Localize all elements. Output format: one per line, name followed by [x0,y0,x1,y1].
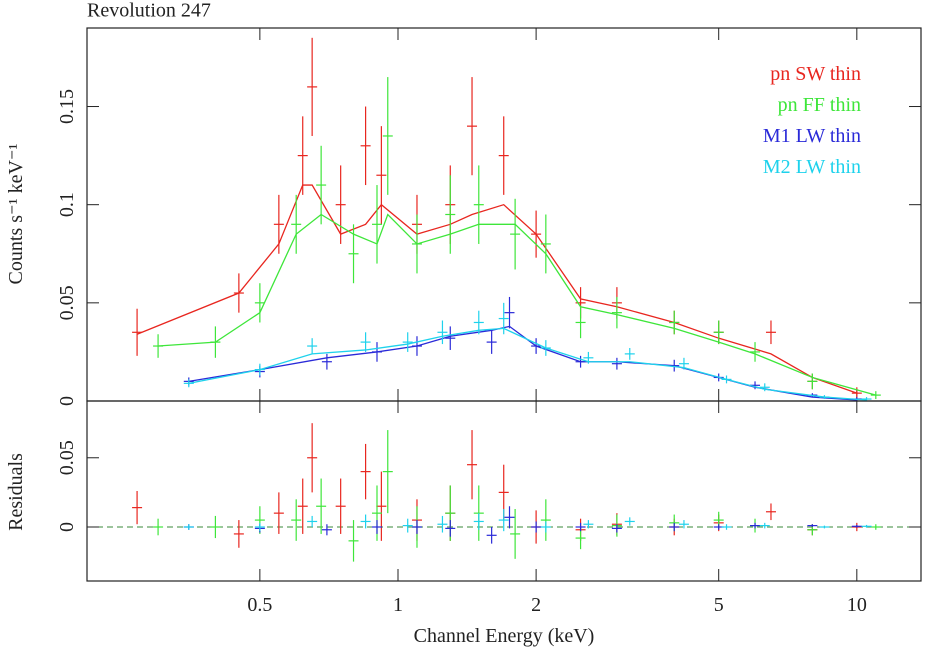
legend-label: M2 LW thin [763,156,861,178]
y-axis-label: Residuals [5,453,27,531]
model-line [158,213,876,396]
x-tick-label: 1 [393,594,403,616]
y-tick-label: 0.05 [56,440,78,475]
x-tick-label: 0.5 [247,594,272,616]
legend-label: M1 LW thin [763,125,861,147]
chart-title: Revolution 247 [87,0,211,22]
y-tick-label: 0.1 [56,192,78,217]
x-tick-label: 5 [714,594,724,616]
plot-frame [86,400,922,582]
y-axis-label: Counts s⁻¹ keV⁻¹ [5,144,27,285]
model-line [136,184,858,394]
x-tick-label: 2 [531,594,541,616]
y-tick-label: 0 [56,396,78,406]
y-tick-label: 0.05 [56,285,78,320]
legend-label: pn SW thin [770,63,861,85]
y-tick-label: 0 [56,522,78,532]
legend-label: pn FF thin [778,94,861,116]
model-line [188,327,867,401]
x-axis-label: Channel Energy (keV) [414,625,595,647]
x-tick-label: 10 [847,594,867,616]
y-tick-label: 0.15 [56,89,78,124]
